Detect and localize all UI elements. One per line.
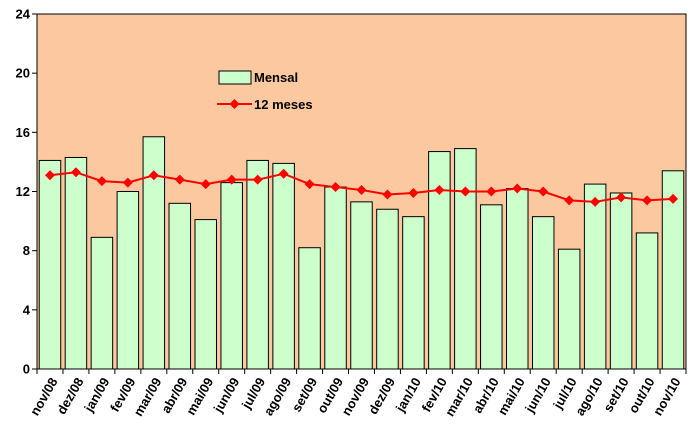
bar-fev-10 xyxy=(428,151,451,370)
bar-ago-09 xyxy=(272,162,295,370)
bar-mai-09 xyxy=(194,219,217,370)
point-12-meses-nov-08 xyxy=(44,170,55,181)
bar-mai-10 xyxy=(506,188,529,370)
bar-set-10 xyxy=(609,192,633,370)
bar-jan-09 xyxy=(90,236,114,370)
y-axis: 0 4 8 12 16 20 24 xyxy=(16,7,38,377)
point-12-meses-out-10 xyxy=(642,195,653,206)
y-tick-label: 4 xyxy=(23,302,31,317)
point-12-meses-fev-10 xyxy=(434,185,445,196)
y-tick-label: 24 xyxy=(16,7,31,22)
point-12-meses-mai-10 xyxy=(512,183,523,194)
x-tick-label: jun/10 xyxy=(522,375,554,416)
x-tick-label: nov/08 xyxy=(27,375,61,418)
bar-jan-10 xyxy=(402,216,425,370)
bar-jul-09 xyxy=(246,159,269,370)
x-tick-label: dez/09 xyxy=(365,375,398,417)
point-12-meses-jul-09 xyxy=(252,174,263,185)
bar-abr-09 xyxy=(168,202,192,370)
x-tick-label: jun/09 xyxy=(210,375,242,416)
point-12-meses-mar-09 xyxy=(148,170,159,181)
y-tick-label: 16 xyxy=(16,125,30,140)
bar-out-09 xyxy=(324,186,347,370)
point-12-meses-mai-09 xyxy=(200,179,211,190)
bar-dez-08 xyxy=(64,156,88,370)
bar-ago-10 xyxy=(583,183,607,370)
bar-nov-08 xyxy=(38,159,62,370)
point-12-meses-jun-10 xyxy=(538,186,549,197)
x-tick-label: jan/09 xyxy=(81,375,113,415)
point-12-meses-jul-10 xyxy=(564,195,575,206)
legend-marker-12-meses xyxy=(229,99,240,109)
point-12-meses-abr-09 xyxy=(174,174,185,185)
point-12-meses-jan-10 xyxy=(408,187,419,198)
point-12-meses-jun-09 xyxy=(226,174,237,185)
legend-label-12-meses: 12 meses xyxy=(254,97,313,112)
y-tick-label: 12 xyxy=(16,184,30,199)
point-12-meses-mar-10 xyxy=(460,186,471,197)
x-tick-label: dez/08 xyxy=(54,375,87,417)
bar-jul-10 xyxy=(557,248,581,370)
point-12-meses-dez-08 xyxy=(70,167,81,178)
y-tick-label: 8 xyxy=(23,243,30,258)
bar-mar-10 xyxy=(454,148,477,370)
y-tick-label: 0 xyxy=(23,362,30,377)
bar-out-10 xyxy=(635,232,659,370)
bar-fev-09 xyxy=(116,191,140,370)
point-12-meses-jan-09 xyxy=(96,176,107,187)
bar-abr-10 xyxy=(480,204,503,370)
bar-nov-09 xyxy=(350,201,373,370)
bar-series xyxy=(38,136,685,370)
bar-jun-10 xyxy=(531,216,555,370)
point-12-meses-set-10 xyxy=(616,192,627,203)
line-series xyxy=(44,167,679,207)
point-12-meses-fev-09 xyxy=(122,177,133,188)
point-12-meses-abr-10 xyxy=(486,186,497,197)
point-12-meses-dez-09 xyxy=(382,189,393,200)
point-12-meses-out-09 xyxy=(330,182,341,193)
bar-dez-09 xyxy=(376,208,399,370)
point-12-meses-ago-10 xyxy=(590,196,601,207)
x-axis: nov/08dez/08jan/09fev/09mar/09abr/09mai/… xyxy=(27,368,687,419)
bar-set-09 xyxy=(298,247,321,370)
legend: Mensal 12 meses xyxy=(217,70,313,112)
bar-jun-09 xyxy=(220,182,243,370)
point-12-meses-set-09 xyxy=(304,179,315,190)
point-12-meses-nov-10 xyxy=(668,193,679,204)
legend-swatch-mensal xyxy=(218,70,252,85)
y-tick-label: 20 xyxy=(16,66,30,81)
point-12-meses-ago-09 xyxy=(278,168,289,179)
legend-label-mensal: Mensal xyxy=(254,70,298,85)
point-12-meses-nov-09 xyxy=(356,185,367,196)
x-tick-label: jan/10 xyxy=(392,375,424,415)
